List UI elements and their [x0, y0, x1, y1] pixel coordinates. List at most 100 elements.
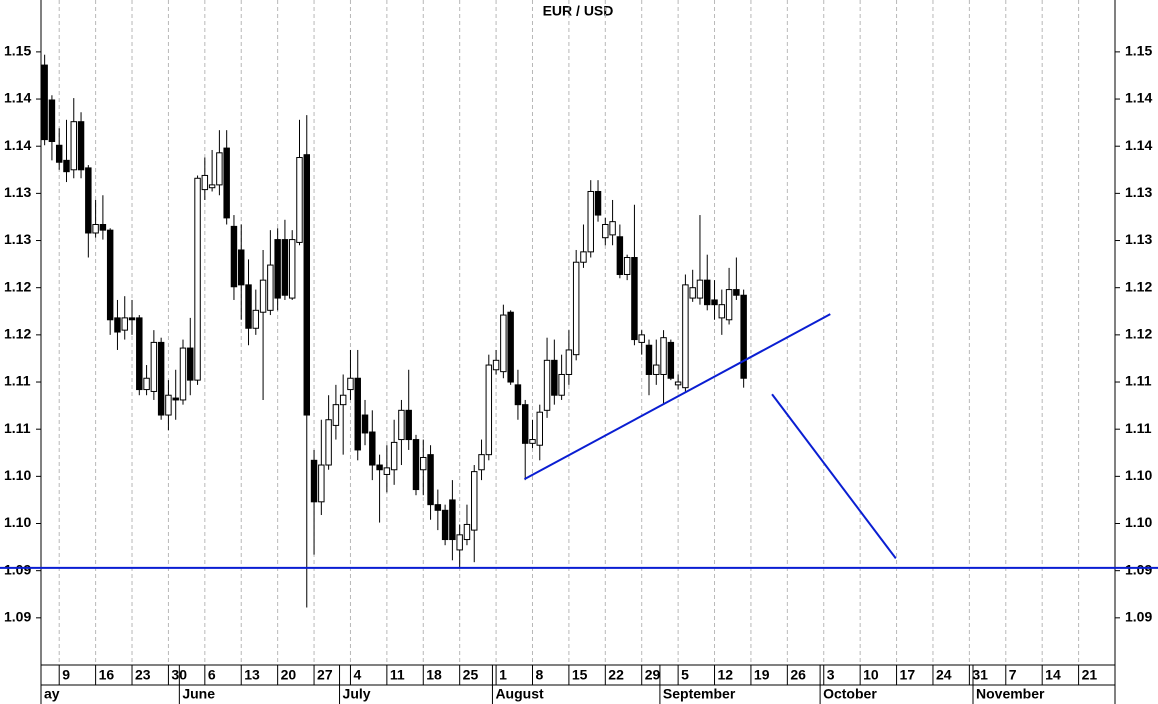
candle-body — [179, 347, 187, 401]
month-label: November — [976, 686, 1045, 702]
candle-body — [631, 257, 638, 341]
candle-body — [194, 177, 201, 381]
x-tick-label: 13 — [244, 667, 260, 683]
candle-body — [339, 394, 347, 406]
y-tick-label-right: 1.12 — [1125, 278, 1152, 294]
x-tick-label: 20 — [281, 667, 297, 683]
candle-body — [114, 317, 121, 333]
x-tick-label: 15 — [572, 667, 588, 683]
candle-body — [565, 349, 573, 375]
candle-body — [303, 154, 310, 416]
candle-body — [616, 236, 624, 275]
candle-body — [296, 157, 303, 243]
candle-body — [594, 190, 602, 216]
candle-body — [55, 144, 63, 163]
x-tick-label: 26 — [790, 667, 806, 683]
x-tick-label: 10 — [863, 667, 879, 683]
y-tick-label: 1.11 — [4, 420, 31, 436]
y-tick-label-right: 1.09 — [1125, 609, 1152, 625]
candle-body — [187, 347, 194, 381]
candle-body — [245, 284, 252, 329]
candle-body — [325, 419, 332, 466]
candle-body — [682, 284, 689, 389]
x-tick-label: 8 — [535, 667, 543, 683]
y-tick-label-right: 1.12 — [1125, 326, 1152, 342]
candle-body — [354, 377, 361, 451]
y-tick-label-right: 1.11 — [1125, 420, 1152, 436]
y-tick-label-right: 1.14 — [1125, 90, 1152, 106]
candle-body — [536, 411, 544, 446]
candle-body — [201, 174, 209, 191]
candle-body — [223, 147, 230, 219]
candle-body — [645, 344, 653, 375]
candle-body — [310, 459, 318, 503]
candle-body — [580, 251, 587, 263]
candle-body — [572, 261, 580, 356]
y-tick-label-right: 1.10 — [1125, 467, 1152, 483]
candle-body — [121, 317, 128, 331]
candle-body — [398, 409, 405, 441]
x-tick-label: 6 — [208, 667, 216, 683]
y-tick-label-right: 1.11 — [1125, 373, 1152, 389]
candle-body — [128, 317, 136, 321]
candle-body — [150, 341, 158, 392]
x-tick-label: 16 — [99, 667, 115, 683]
candle-body — [390, 441, 398, 471]
candle-body — [441, 509, 449, 541]
y-tick-label-right: 1.09 — [1125, 561, 1152, 577]
candle-body — [471, 471, 478, 531]
candle-body — [667, 341, 675, 379]
x-tick-label: 17 — [900, 667, 916, 683]
y-tick-label: 1.14 — [4, 137, 31, 153]
candle-body — [70, 121, 77, 171]
candle-body — [77, 121, 85, 171]
candle-body — [609, 221, 616, 236]
y-tick-label: 1.11 — [4, 373, 31, 389]
y-tick-label: 1.12 — [4, 278, 31, 294]
candle-body — [485, 364, 493, 456]
x-tick-label: 5 — [681, 667, 689, 683]
candle-body — [492, 359, 500, 371]
trend-line — [771, 393, 897, 560]
candle-body — [449, 499, 456, 541]
candle-body — [288, 239, 296, 299]
candle-body — [281, 239, 289, 296]
candle-body — [376, 464, 383, 471]
candle-body — [318, 464, 325, 503]
candle-body — [434, 504, 442, 511]
candle-body — [521, 404, 529, 444]
y-tick-label: 1.12 — [4, 326, 31, 342]
x-tick-label: 22 — [608, 667, 624, 683]
candle-body — [456, 534, 463, 551]
y-tick-label: 1.15 — [4, 43, 31, 59]
candle-body — [529, 439, 536, 444]
y-tick-label-right: 1.13 — [1125, 184, 1152, 200]
candle-body — [238, 249, 245, 286]
month-label: August — [495, 686, 544, 702]
chart-title: EUR / USD — [543, 3, 614, 19]
candle-body — [252, 309, 260, 329]
candle-body — [725, 289, 733, 321]
x-tick-label: 18 — [426, 667, 442, 683]
x-tick-label: 12 — [718, 667, 734, 683]
x-tick-label: 27 — [317, 667, 333, 683]
candle-body — [463, 523, 471, 541]
x-tick-label: 31 — [972, 667, 988, 683]
candle-body — [41, 64, 48, 141]
x-tick-label: 7 — [1009, 667, 1017, 683]
candle-body — [602, 223, 609, 239]
candle-body — [543, 359, 551, 411]
candle-body — [157, 341, 165, 416]
candle-body — [478, 454, 485, 471]
x-tick-label: 11 — [390, 667, 405, 683]
candle-body — [587, 190, 594, 253]
trend-line — [524, 313, 831, 481]
candle-body — [216, 152, 223, 186]
x-tick-label: 4 — [353, 667, 361, 683]
y-tick-label-right: 1.14 — [1125, 137, 1152, 153]
candle-body — [420, 456, 427, 471]
x-tick-label: 29 — [645, 667, 661, 683]
candle-body — [136, 317, 143, 391]
candle-body — [361, 414, 369, 434]
